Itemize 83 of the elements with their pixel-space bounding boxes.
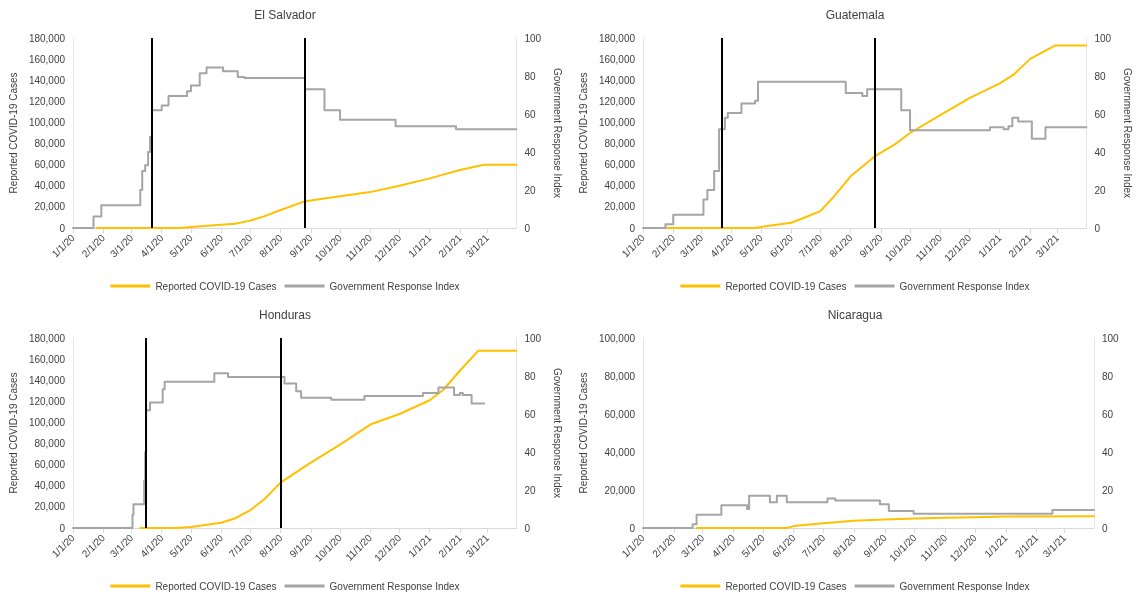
y2-tick-label: 80: [1102, 370, 1114, 382]
y-tick-label: 140,000: [28, 74, 66, 86]
y2-tick-label: 40: [524, 146, 536, 158]
y-tick-label: 0: [629, 522, 636, 534]
y-tick-label: 80,000: [604, 138, 636, 150]
y2-tick-label: 60: [524, 408, 536, 420]
y2-tick-label: 60: [1094, 108, 1106, 120]
y-tick-label: 120,000: [28, 95, 66, 107]
y-axis-title: Reported COVID-19 Cases: [577, 372, 589, 494]
y-tick-label: 80,000: [34, 138, 66, 150]
y-tick-label: 20,000: [34, 201, 66, 213]
y-tick-label: 100,000: [28, 416, 66, 428]
line-series: [664, 44, 1088, 229]
legend-label: Reported COVID-19 Cases: [725, 280, 847, 292]
legend-label: Government Response Index: [899, 580, 1030, 592]
y2-tick-label: 60: [524, 108, 536, 120]
y-tick-label: 0: [59, 222, 66, 234]
y2-tick-label: 100: [1102, 332, 1120, 344]
y2-tick-label: 60: [1102, 408, 1114, 420]
y-tick-label: 100,000: [28, 116, 66, 128]
y-tick-label: 180,000: [598, 32, 636, 44]
y-tick-label: 100,000: [598, 332, 636, 344]
chart-title: Guatemala: [825, 8, 885, 22]
y-tick-label: 180,000: [28, 332, 66, 344]
y2-tick-label: 20: [524, 184, 536, 196]
y-tick-label: 0: [629, 222, 636, 234]
y-tick-label: 20,000: [604, 201, 636, 213]
y2-tick-label: 20: [1094, 184, 1106, 196]
y-tick-label: 60,000: [34, 459, 66, 471]
y-axis-title: Reported COVID-19 Cases: [7, 372, 19, 494]
legend-label: Reported COVID-19 Cases: [155, 280, 277, 292]
y2-tick-label: 100: [524, 332, 542, 344]
y-tick-label: 80,000: [604, 370, 636, 382]
y2-tick-label: 20: [524, 484, 536, 496]
y-tick-label: 160,000: [28, 353, 66, 365]
y-tick-label: 40,000: [34, 180, 66, 192]
y-tick-label: 160,000: [598, 53, 636, 65]
y-tick-label: 40,000: [34, 480, 66, 492]
line-series: [139, 349, 518, 529]
legend-label: Government Response Index: [329, 280, 460, 292]
y-tick-label: 60,000: [604, 408, 636, 420]
y-tick-label: 140,000: [598, 74, 636, 86]
y2-axis-title: Government Response Index: [551, 67, 563, 199]
legend-label: Government Response Index: [329, 580, 460, 592]
chart-title: El Salvador: [254, 8, 316, 22]
y-tick-label: 120,000: [28, 395, 66, 407]
y-tick-label: 20,000: [34, 501, 66, 513]
y-tick-label: 40,000: [604, 180, 636, 192]
chart-title: Honduras: [258, 308, 312, 322]
y-tick-label: 160,000: [28, 53, 66, 65]
y-tick-label: 80,000: [34, 438, 66, 450]
y-tick-label: 100,000: [598, 116, 636, 128]
y2-tick-label: 0: [1102, 522, 1108, 534]
y-axis-title: Reported COVID-19 Cases: [577, 72, 589, 194]
y-tick-label: 120,000: [598, 95, 636, 107]
y2-tick-label: 80: [1094, 70, 1106, 82]
y-axis-title: Reported COVID-19 Cases: [7, 72, 19, 194]
y2-tick-label: 40: [524, 446, 536, 458]
y2-axis-title: Government Response Index: [1121, 67, 1133, 199]
legend-label: Reported COVID-19 Cases: [725, 580, 847, 592]
y2-tick-label: 100: [1094, 32, 1112, 44]
y2-tick-label: 0: [524, 222, 531, 234]
y2-tick-label: 100: [524, 32, 542, 44]
line-series: [695, 515, 1095, 529]
y-tick-label: 40,000: [604, 446, 636, 458]
y2-tick-label: 0: [524, 522, 531, 534]
y2-axis-title: Government Response Index: [551, 367, 563, 499]
y-tick-label: 60,000: [34, 159, 66, 171]
legend-label: Reported COVID-19 Cases: [155, 580, 277, 592]
y2-tick-label: 20: [1102, 484, 1114, 496]
y-tick-label: 20,000: [604, 484, 636, 496]
y2-tick-label: 40: [1094, 146, 1106, 158]
y-tick-label: 140,000: [28, 374, 66, 386]
chart-title: Nicaragua: [827, 308, 883, 322]
legend-label: Government Response Index: [899, 280, 1030, 292]
y2-tick-label: 80: [524, 370, 536, 382]
line-series: [95, 163, 518, 229]
y2-tick-label: 40: [1102, 446, 1114, 458]
y-tick-label: 0: [59, 522, 66, 534]
y2-tick-label: 0: [1094, 222, 1101, 234]
y-tick-label: 60,000: [604, 159, 636, 171]
y2-tick-label: 80: [524, 70, 536, 82]
y-tick-label: 180,000: [28, 32, 66, 44]
